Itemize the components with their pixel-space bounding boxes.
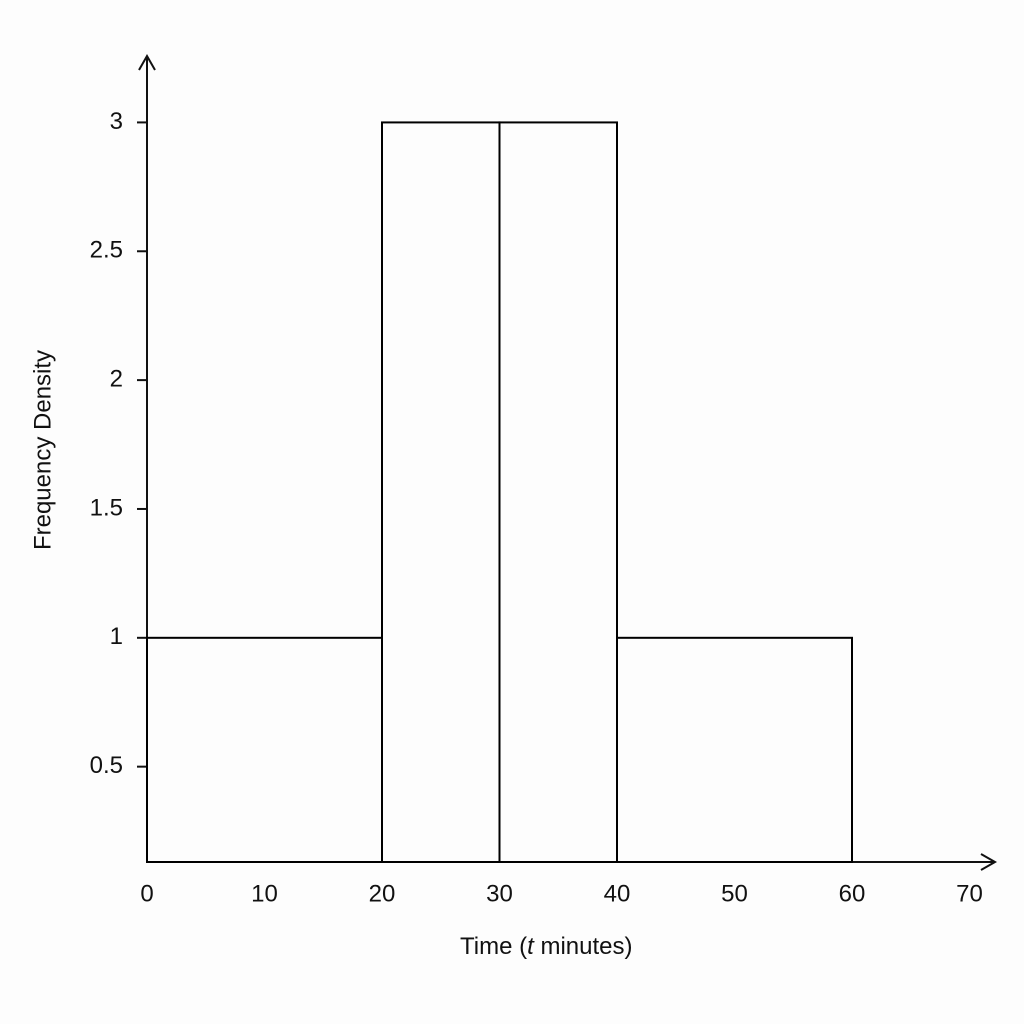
bar [616,636,853,863]
x-tick-label: 50 [721,880,748,907]
x-tick-label: 10 [251,880,278,907]
y-tick-label: 1.5 [90,494,123,521]
x-tick-label: 20 [369,880,396,907]
x-label-part: minutes) [534,933,633,960]
y-tick-label: 0.5 [90,752,123,779]
bar [498,121,618,863]
x-axis-label: Time (t minutes) [460,933,632,960]
bar [381,121,501,863]
x-tick-label: 60 [839,880,866,907]
y-tick-label: 3 [110,108,123,135]
x-tick-label: 70 [956,880,983,907]
bar [146,636,383,863]
y-tick-label: 2 [110,365,123,392]
x-tick-label: 30 [486,880,513,907]
x-label-part: t [527,933,535,960]
y-axis-label: Frequency Density [29,350,56,550]
y-tick-label: 1 [110,623,123,650]
x-tick-label: 0 [140,880,153,907]
x-tick-label: 40 [604,880,631,907]
x-label-part: Time ( [460,933,527,960]
y-tick-label: 2.5 [90,237,123,264]
